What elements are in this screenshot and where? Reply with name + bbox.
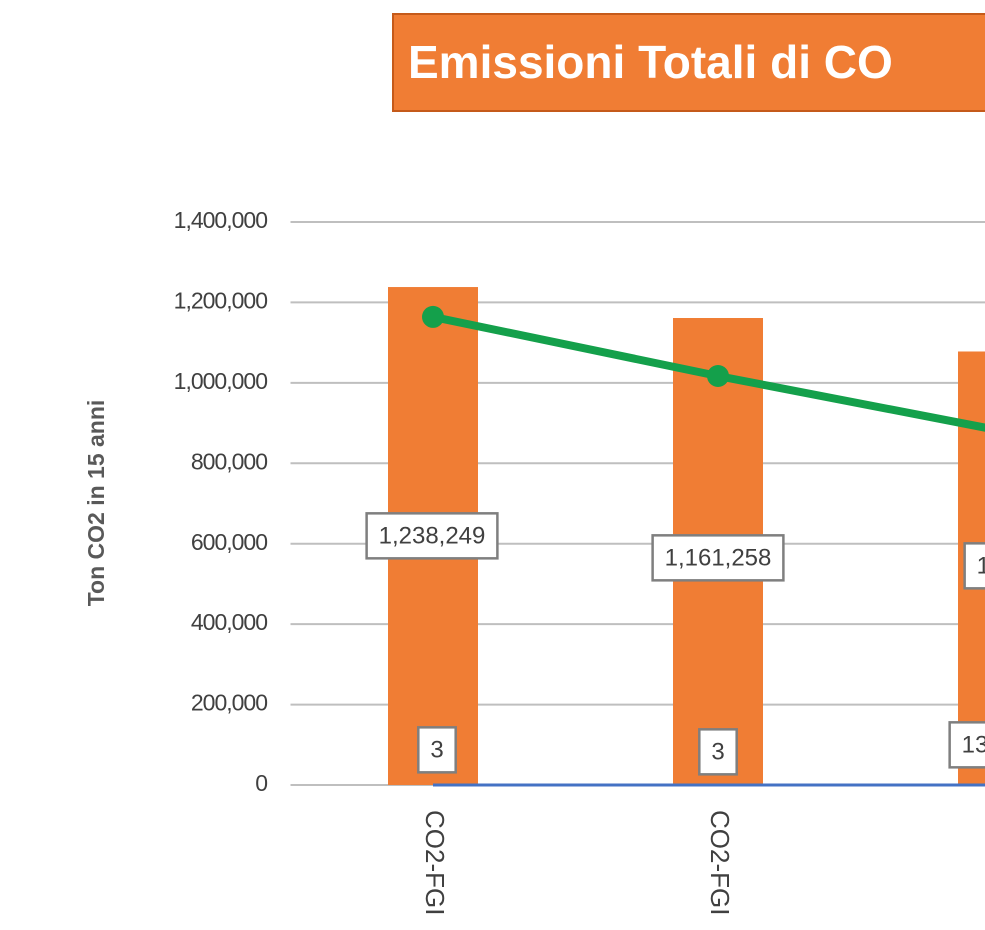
- x-tick-label: CO2-FGI: [420, 810, 450, 915]
- y-axis-title: Ton CO2 in 15 anni: [83, 400, 109, 607]
- data-label-text: 1,238,249: [379, 522, 486, 549]
- data-label-text: 1,161,258: [665, 544, 772, 571]
- data-label-text: 13: [962, 731, 985, 758]
- line-marker: [422, 305, 444, 328]
- x-tick-label: CO2-FGI: [705, 810, 735, 915]
- data-label-box: [417, 726, 457, 774]
- line-marker: [707, 365, 729, 388]
- y-tick-label: 400,000: [191, 609, 267, 635]
- data-label-text: 1,07: [977, 552, 985, 579]
- y-tick-label: 1,200,000: [174, 288, 268, 314]
- y-tick-label: 600,000: [191, 529, 267, 555]
- data-label-box: [948, 721, 985, 769]
- title-box: [392, 13, 985, 112]
- y-tick-label: 1,000,000: [174, 368, 268, 394]
- chart-title: Emissioni Totali di CO: [408, 36, 893, 88]
- data-label-box: [963, 542, 985, 590]
- data-label-text: 3: [430, 736, 443, 763]
- y-tick-label: 0: [255, 770, 267, 796]
- data-label-box: [651, 534, 785, 582]
- data-label-box: [698, 728, 738, 776]
- data-label-text: 3: [711, 738, 724, 765]
- y-tick-label: 800,000: [191, 448, 267, 474]
- y-tick-label: 200,000: [191, 690, 267, 716]
- y-tick-label: 1,400,000: [174, 207, 268, 233]
- data-label-box: [365, 512, 499, 560]
